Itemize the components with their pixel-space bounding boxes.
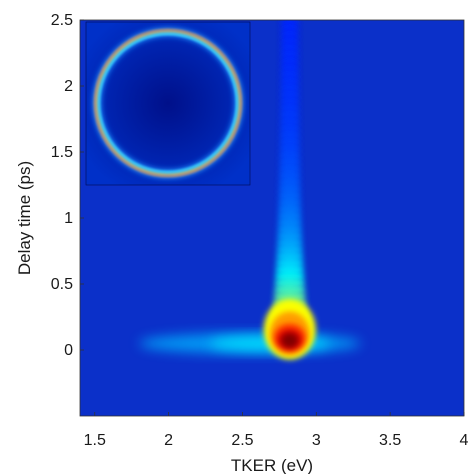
x-tick-label: 3 xyxy=(312,432,321,449)
y-tick-label: 2.5 xyxy=(51,12,73,29)
y-tick-label: 1 xyxy=(64,210,73,227)
y-tick-label: 2 xyxy=(64,78,73,95)
x-tick-label: 2 xyxy=(164,432,173,449)
inset-ring-inner xyxy=(97,32,239,174)
heatmap xyxy=(139,20,361,360)
inset-ring-mid xyxy=(96,31,240,175)
inset-ring-outer xyxy=(93,28,243,178)
x-tick-label: 3.5 xyxy=(379,432,401,449)
x-tick-label: 1.5 xyxy=(84,432,106,449)
x-tick-label: 4 xyxy=(460,432,469,449)
y-axis: 0 0.5 1 1.5 2 2.5 xyxy=(51,12,84,359)
y-tick-label: 1.5 xyxy=(51,144,73,161)
inset-image xyxy=(85,21,251,186)
x-tick-label: 2.5 xyxy=(231,432,253,449)
x-axis: 1.5 2 2.5 3 3.5 4 xyxy=(84,412,469,449)
y-tick-label: 0.5 xyxy=(51,276,73,293)
x-axis-label: TKER (eV) xyxy=(231,456,313,474)
y-tick-label: 0 xyxy=(64,342,73,359)
y-axis-label: Delay time (ps) xyxy=(15,161,34,275)
heatmap-peak xyxy=(281,333,298,348)
